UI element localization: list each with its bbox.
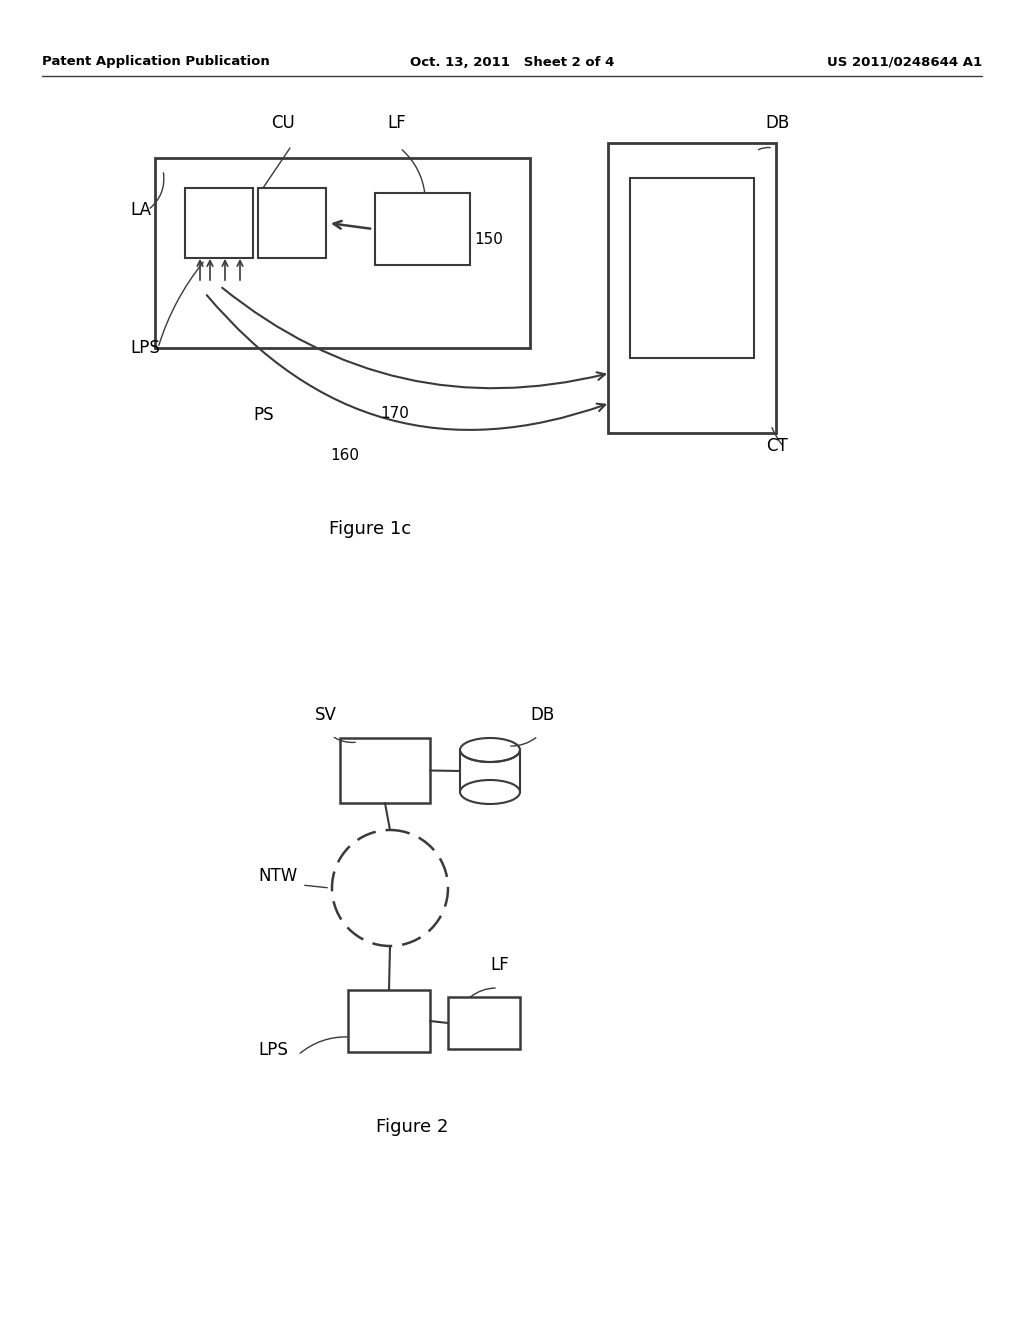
Ellipse shape <box>460 738 520 762</box>
Text: DB: DB <box>530 706 554 723</box>
FancyArrowPatch shape <box>511 738 536 746</box>
Text: Patent Application Publication: Patent Application Publication <box>42 55 269 69</box>
Bar <box>460 750 520 792</box>
Bar <box>608 143 776 433</box>
Text: PS: PS <box>253 407 273 424</box>
Ellipse shape <box>460 780 520 804</box>
Bar <box>340 738 430 803</box>
Bar <box>348 990 430 1052</box>
Text: NTW: NTW <box>258 867 297 884</box>
Circle shape <box>332 830 449 946</box>
FancyArrowPatch shape <box>159 263 203 346</box>
Bar <box>375 193 470 265</box>
Text: 170: 170 <box>380 407 409 421</box>
Text: Figure 1c: Figure 1c <box>329 520 411 539</box>
Text: Oct. 13, 2011   Sheet 2 of 4: Oct. 13, 2011 Sheet 2 of 4 <box>410 55 614 69</box>
FancyArrowPatch shape <box>470 987 496 997</box>
FancyArrowPatch shape <box>335 738 355 742</box>
Bar <box>258 187 326 257</box>
FancyArrowPatch shape <box>759 148 770 149</box>
FancyArrowPatch shape <box>300 1038 347 1053</box>
Text: CU: CU <box>271 114 295 132</box>
Text: 160: 160 <box>330 447 359 463</box>
FancyArrowPatch shape <box>207 296 605 430</box>
Text: CT: CT <box>766 437 787 455</box>
Text: LA: LA <box>130 201 151 219</box>
Text: US 2011/0248644 A1: US 2011/0248644 A1 <box>826 55 982 69</box>
Bar <box>449 997 520 1049</box>
FancyArrowPatch shape <box>222 288 605 388</box>
Text: Figure 2: Figure 2 <box>376 1118 449 1137</box>
FancyArrowPatch shape <box>402 150 425 193</box>
Text: SV: SV <box>315 706 337 723</box>
Bar <box>155 158 530 348</box>
FancyArrowPatch shape <box>151 173 164 209</box>
Text: LPS: LPS <box>130 339 160 356</box>
Text: LF: LF <box>490 956 509 974</box>
FancyArrowPatch shape <box>305 886 328 888</box>
Bar <box>185 187 253 257</box>
Bar <box>630 178 754 358</box>
Text: LF: LF <box>387 114 406 132</box>
FancyArrowPatch shape <box>772 428 782 445</box>
Text: DB: DB <box>765 114 790 132</box>
Text: 150: 150 <box>474 231 503 247</box>
Text: LPS: LPS <box>258 1041 288 1059</box>
